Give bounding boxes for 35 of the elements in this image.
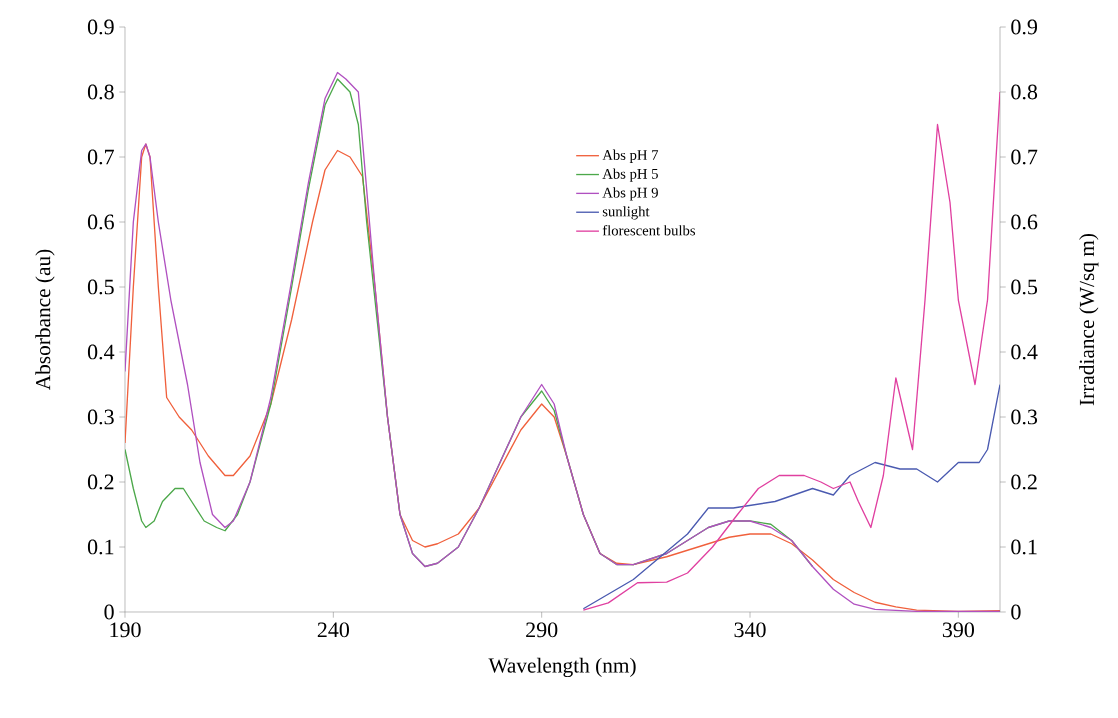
y2-tick-label: 0.2 (1011, 474, 1037, 490)
y-tick-label: 0.2 (87, 474, 114, 490)
legend-label: Abs pH 9 (602, 187, 658, 201)
y2-axis-title: Irradiance (W/sq m) (1079, 233, 1099, 406)
line-series (582, 383, 1001, 610)
y2-tick-label: 0.6 (1011, 214, 1038, 230)
x-tick-label: 390 (942, 622, 974, 638)
y2-tick-label: 0.7 (1011, 149, 1038, 165)
y2-tick-label: 0.3 (1011, 409, 1038, 425)
y-tick-label: 0.8 (87, 84, 114, 100)
y-tick-label: 0.6 (87, 214, 114, 230)
legend-label: sunlight (602, 206, 650, 220)
y-tick-label: 0.3 (87, 409, 114, 425)
legend-label: florescent bulbs (602, 224, 696, 236)
legend-label: Abs pH 7 (602, 149, 659, 163)
y2-tick-label: 0.9 (1011, 19, 1038, 35)
y2-tick-label: 0.8 (1011, 84, 1038, 100)
x-tick-label: 190 (110, 622, 141, 638)
y-tick-label: 0.9 (87, 19, 114, 35)
x-tick-label: 240 (317, 622, 349, 638)
y2-tick-label: 0 (1011, 604, 1021, 620)
y-tick-label: 0.1 (87, 539, 114, 555)
y-tick-label: 0.7 (87, 149, 114, 165)
y-tick-label: 0.4 (87, 344, 115, 360)
y2-tick-label: 0.1 (1011, 539, 1037, 555)
y2-tick-label: 0.4 (1011, 344, 1038, 360)
y2-tick-label: 0.5 (1011, 279, 1038, 295)
y-axis-title: Absorbance (au) (35, 249, 55, 391)
y-tick-label: 0 (104, 604, 114, 620)
legend-label: Abs pH 5 (602, 168, 658, 182)
y-tick-label: 0.5 (87, 279, 114, 295)
x-axis-title: Wavelength (nm) (488, 657, 636, 678)
x-tick-label: 290 (526, 622, 558, 638)
x-tick-label: 340 (734, 622, 766, 638)
line-series (582, 91, 1001, 611)
